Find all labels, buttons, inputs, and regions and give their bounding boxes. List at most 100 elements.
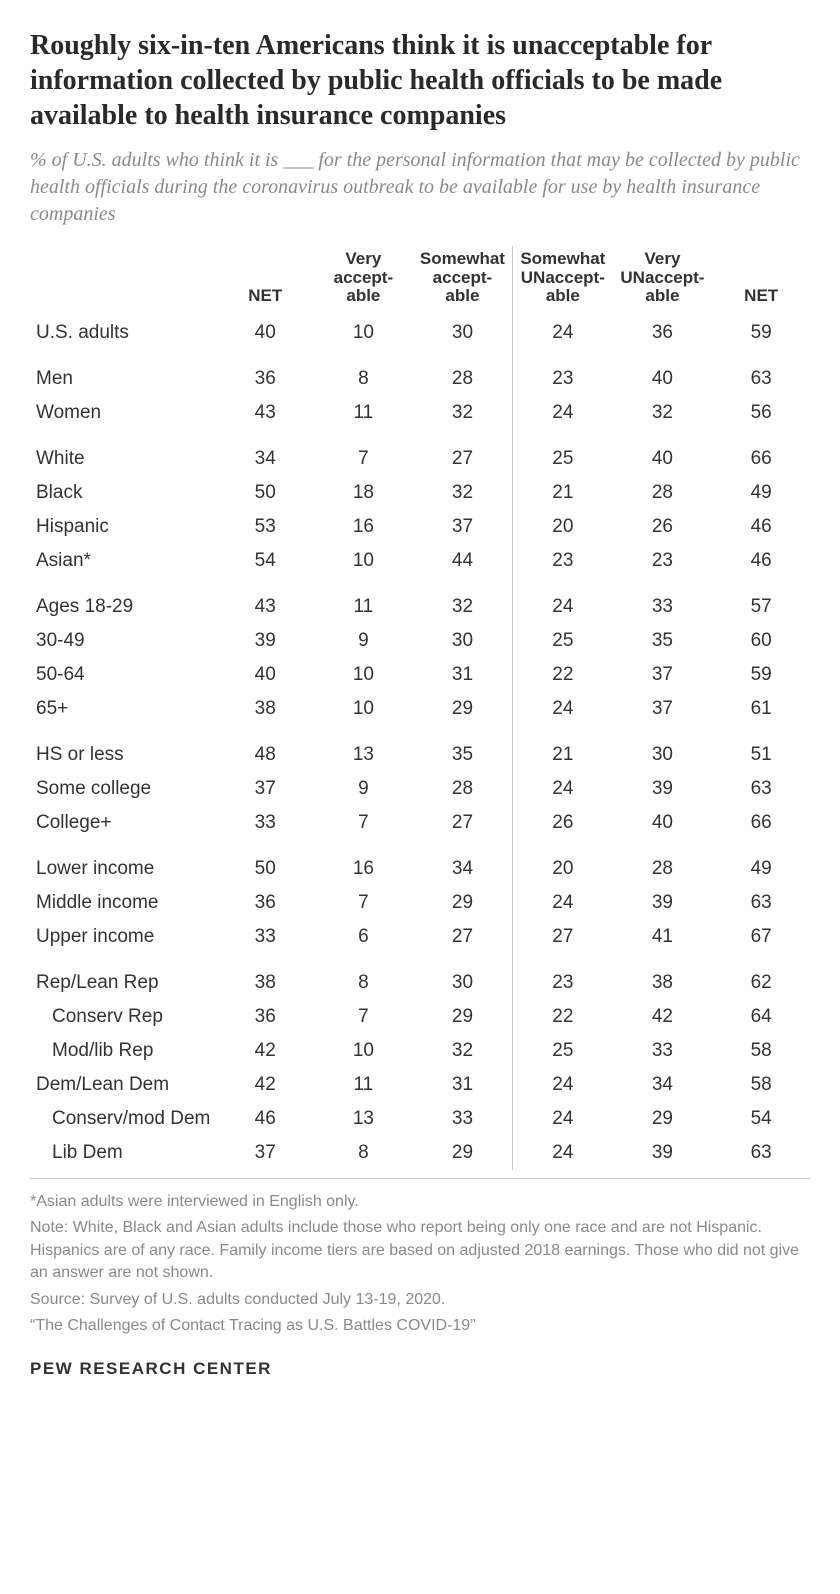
table-row: Middle income36729243963 xyxy=(30,886,810,920)
table-row: Women431132243256 xyxy=(30,396,810,430)
data-cell: 10 xyxy=(314,1034,413,1068)
data-cell: 24 xyxy=(513,772,613,806)
data-cell: 59 xyxy=(712,658,810,692)
data-cell: 58 xyxy=(712,1034,810,1068)
footnote-line: *Asian adults were interviewed in Englis… xyxy=(30,1191,810,1213)
data-cell: 37 xyxy=(613,692,713,726)
row-label: Lower income xyxy=(30,840,216,886)
data-cell: 40 xyxy=(613,806,713,840)
row-label: Conserv Rep xyxy=(30,1000,216,1034)
data-cell: 30 xyxy=(413,316,513,350)
data-cell: 39 xyxy=(216,624,314,658)
table-row: Men36828234063 xyxy=(30,350,810,396)
table-row: 65+381029243761 xyxy=(30,692,810,726)
data-cell: 24 xyxy=(513,396,613,430)
data-cell: 64 xyxy=(712,1000,810,1034)
data-cell: 24 xyxy=(513,692,613,726)
data-cell: 27 xyxy=(413,430,513,476)
data-cell: 11 xyxy=(314,578,413,624)
data-cell: 57 xyxy=(712,578,810,624)
data-cell: 33 xyxy=(216,806,314,840)
data-cell: 46 xyxy=(712,510,810,544)
table-row: Rep/Lean Rep38830233862 xyxy=(30,954,810,1000)
data-cell: 50 xyxy=(216,840,314,886)
data-cell: 60 xyxy=(712,624,810,658)
data-cell: 40 xyxy=(613,430,713,476)
data-cell: 28 xyxy=(613,476,713,510)
table-row: Mod/lib Rep421032253358 xyxy=(30,1034,810,1068)
data-cell: 39 xyxy=(613,772,713,806)
col-header-blank xyxy=(30,246,216,316)
data-cell: 23 xyxy=(513,544,613,578)
row-label: College+ xyxy=(30,806,216,840)
report-container: Roughly six-in-ten Americans think it is… xyxy=(0,0,840,1399)
row-label: Ages 18-29 xyxy=(30,578,216,624)
report-title: Roughly six-in-ten Americans think it is… xyxy=(30,28,810,133)
brand-label: PEW RESEARCH CENTER xyxy=(30,1359,810,1379)
data-cell: 29 xyxy=(413,1000,513,1034)
data-cell: 40 xyxy=(216,316,314,350)
col-header-net-left: NET xyxy=(216,246,314,316)
data-cell: 54 xyxy=(216,544,314,578)
data-table: NET Very accept-able Somewhat accept-abl… xyxy=(30,246,810,1170)
table-row: College+33727264066 xyxy=(30,806,810,840)
data-cell: 34 xyxy=(613,1068,713,1102)
data-cell: 28 xyxy=(413,350,513,396)
data-cell: 39 xyxy=(613,886,713,920)
row-label: Middle income xyxy=(30,886,216,920)
table-row: White34727254066 xyxy=(30,430,810,476)
data-cell: 13 xyxy=(314,1102,413,1136)
footnotes: *Asian adults were interviewed in Englis… xyxy=(30,1191,810,1337)
table-row: Asian*541044232346 xyxy=(30,544,810,578)
data-cell: 31 xyxy=(413,1068,513,1102)
data-cell: 27 xyxy=(413,806,513,840)
data-cell: 10 xyxy=(314,658,413,692)
data-cell: 28 xyxy=(613,840,713,886)
row-label: Dem/Lean Dem xyxy=(30,1068,216,1102)
data-cell: 30 xyxy=(613,726,713,772)
data-cell: 40 xyxy=(216,658,314,692)
data-cell: 31 xyxy=(413,658,513,692)
data-cell: 37 xyxy=(413,510,513,544)
footnote-line: “The Challenges of Contact Tracing as U.… xyxy=(30,1315,810,1337)
data-cell: 38 xyxy=(216,954,314,1000)
data-cell: 32 xyxy=(613,396,713,430)
data-cell: 29 xyxy=(413,692,513,726)
col-header-somewhat-acceptable: Somewhat accept-able xyxy=(413,246,513,316)
data-cell: 21 xyxy=(513,476,613,510)
data-cell: 34 xyxy=(216,430,314,476)
table-row: Hispanic531637202646 xyxy=(30,510,810,544)
table-row: Some college37928243963 xyxy=(30,772,810,806)
data-cell: 29 xyxy=(413,886,513,920)
data-cell: 61 xyxy=(712,692,810,726)
col-header-somewhat-unacceptable: Somewhat UNaccept-able xyxy=(513,246,613,316)
table-row: Black501832212849 xyxy=(30,476,810,510)
data-cell: 50 xyxy=(216,476,314,510)
data-cell: 25 xyxy=(513,1034,613,1068)
data-cell: 32 xyxy=(413,476,513,510)
data-cell: 54 xyxy=(712,1102,810,1136)
data-cell: 29 xyxy=(613,1102,713,1136)
data-cell: 21 xyxy=(513,726,613,772)
data-cell: 28 xyxy=(413,772,513,806)
data-cell: 43 xyxy=(216,578,314,624)
data-cell: 35 xyxy=(613,624,713,658)
data-cell: 11 xyxy=(314,396,413,430)
row-label: Mod/lib Rep xyxy=(30,1034,216,1068)
data-cell: 22 xyxy=(513,658,613,692)
data-cell: 10 xyxy=(314,544,413,578)
data-cell: 30 xyxy=(413,954,513,1000)
data-cell: 63 xyxy=(712,350,810,396)
data-cell: 27 xyxy=(513,920,613,954)
data-cell: 32 xyxy=(413,1034,513,1068)
data-cell: 66 xyxy=(712,806,810,840)
col-header-very-acceptable: Very accept-able xyxy=(314,246,413,316)
data-cell: 7 xyxy=(314,886,413,920)
data-cell: 23 xyxy=(613,544,713,578)
table-row: HS or less481335213051 xyxy=(30,726,810,772)
footnote-line: Source: Survey of U.S. adults conducted … xyxy=(30,1289,810,1311)
data-cell: 22 xyxy=(513,1000,613,1034)
footnote-rule xyxy=(30,1178,810,1179)
data-cell: 33 xyxy=(613,1034,713,1068)
report-subtitle: % of U.S. adults who think it is ___ for… xyxy=(30,147,810,228)
